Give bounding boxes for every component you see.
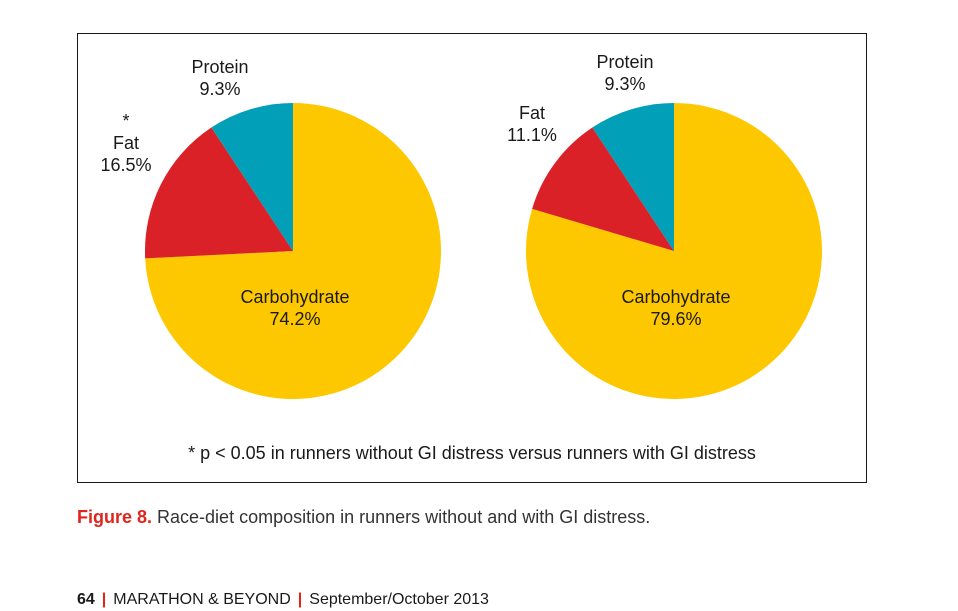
- pie-slice-fat: [532, 127, 674, 251]
- figure-number: Figure 8.: [77, 507, 153, 527]
- slice-name: Protein: [596, 52, 654, 72]
- pie-charts: [145, 103, 822, 399]
- pie-slice-protein: [211, 103, 293, 251]
- slice-name: Fat: [112, 133, 140, 153]
- slice-label-carbohydrate: Carbohydrate 74.2%: [240, 286, 349, 330]
- slice-value: 9.3%: [199, 79, 241, 99]
- footnote: * p < 0.05 in runners without GI distres…: [188, 443, 756, 463]
- slice-name: Carbohydrate: [621, 287, 731, 307]
- pie-slice-carbohydrate: [145, 103, 441, 399]
- slice-value: 16.5%: [100, 155, 152, 175]
- slice-value: 79.6%: [650, 309, 702, 329]
- slice-label-fat: Fat 11.1%: [507, 102, 557, 146]
- slice-label-protein: Protein 9.3%: [191, 56, 248, 100]
- slice-value: 9.3%: [604, 74, 646, 94]
- slice-label-protein: Protein 9.3%: [596, 51, 653, 95]
- slice-name: Protein: [191, 57, 249, 77]
- slice-value: 74.2%: [269, 309, 321, 329]
- issue-date: September/October 2013: [309, 591, 489, 608]
- slice-value: 11.1%: [507, 125, 557, 145]
- page-number: 64: [77, 591, 95, 608]
- slice-label-carbohydrate: Carbohydrate 79.6%: [621, 286, 730, 330]
- footer-separator: |: [297, 591, 303, 608]
- figure-panel: Carbohydrate 74.2% * Fat 16.5% Protein 9.3% Car…: [77, 33, 867, 483]
- significance-marker: *: [122, 111, 130, 131]
- caption-text: Race-diet composition in runners without…: [157, 507, 651, 527]
- footer-separator: |: [101, 591, 107, 608]
- slice-label-fat: * Fat 16.5%: [100, 110, 151, 176]
- pie-slice-protein: [592, 103, 674, 251]
- figure-caption: Figure 8. Race-diet composition in runne…: [77, 507, 650, 528]
- page-footer: 64 | MARATHON & BEYOND | September/October 2…: [77, 591, 489, 609]
- slice-name: Fat: [518, 103, 546, 123]
- pie-slice-fat: [145, 127, 293, 259]
- slice-name: Carbohydrate: [240, 287, 350, 307]
- publication-name: MARATHON & BEYOND: [113, 591, 291, 608]
